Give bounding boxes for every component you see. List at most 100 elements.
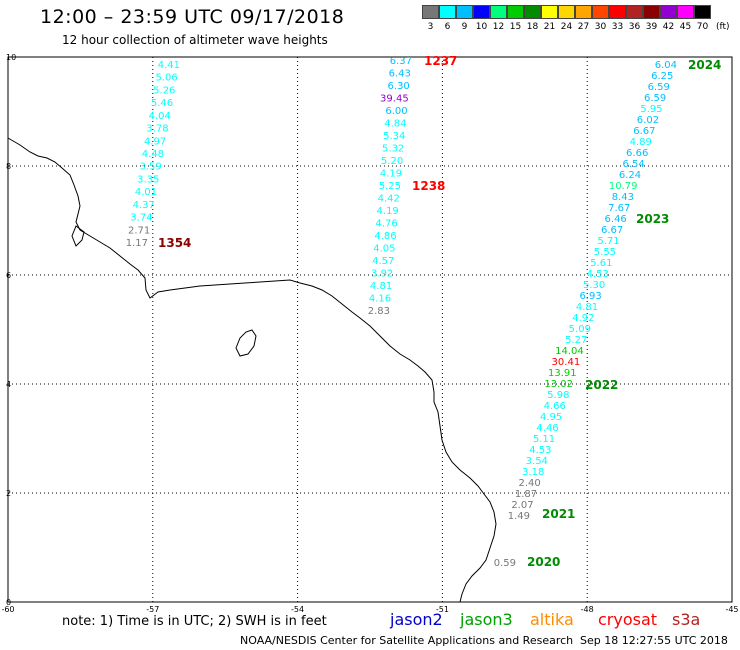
legend-label: 15 [509, 22, 522, 32]
legend-label: 12 [492, 22, 505, 32]
wave-height-label: 3.54 [526, 456, 548, 467]
wave-height-label: 6.02 [637, 115, 659, 126]
wave-height-label: 4.92 [572, 313, 594, 324]
wave-height-label: 3.59 [139, 162, 161, 173]
x-tick-label: -51 [436, 605, 449, 614]
wave-height-label: 13.02 [544, 379, 573, 390]
map-frame [7, 56, 733, 603]
wave-height-label: 4.04 [149, 111, 171, 122]
wave-height-label: 4.46 [536, 423, 558, 434]
island-coast [235, 329, 257, 357]
wave-height-label: 39.45 [380, 94, 409, 105]
wave-height-label: 5.46 [151, 98, 173, 109]
wave-height-label: 3.35 [137, 174, 159, 185]
legend-swatch [643, 5, 660, 19]
legend-swatch [490, 5, 507, 19]
wave-height-label: 5.09 [569, 324, 591, 335]
legend-swatch [694, 5, 711, 19]
wave-height-label: 4.66 [544, 401, 566, 412]
wave-height-label: 4.53 [529, 445, 551, 456]
wave-height-label: 4.16 [369, 294, 391, 305]
wave-height-label: 5.71 [597, 236, 619, 247]
pass-time-label: 1238 [412, 179, 445, 193]
wave-height-label: 6.43 [389, 69, 411, 80]
legend-swatch [575, 5, 592, 19]
wave-height-label: 5.95 [640, 104, 662, 115]
wave-height-label: 5.25 [379, 181, 401, 192]
legend-swatch [558, 5, 575, 19]
wave-height-label: 4.86 [374, 231, 396, 242]
satellite-name: cryosat [598, 610, 658, 629]
legend-label: 36 [628, 22, 641, 32]
y-tick-label: 0 [6, 598, 11, 607]
wave-height-label: 14.04 [555, 346, 584, 357]
wave-height-label: 4.81 [370, 281, 392, 292]
legend-label: 21 [543, 22, 556, 32]
wave-height-label: 4.84 [384, 119, 406, 130]
legend-label: 39 [645, 22, 658, 32]
altimeter-tracks: 4.41 5.065.26 5.46 4.04 3.784.97 4.48 3.593.35… [126, 54, 722, 569]
pass-time-label: 2024 [688, 58, 721, 72]
pass-time-label: 1237 [424, 54, 457, 68]
legend-swatch [524, 5, 541, 19]
legend-swatch [592, 5, 609, 19]
legend-label: 9 [461, 22, 468, 32]
legend-label: 42 [662, 22, 675, 32]
legend-label: 33 [611, 22, 624, 32]
wave-height-label: 4.19 [380, 169, 402, 180]
wave-height-label: 0.59 [494, 558, 516, 569]
x-tick-label: -57 [146, 605, 159, 614]
legend-label: 18 [526, 22, 539, 32]
wave-height-label: 5.98 [547, 390, 569, 401]
x-tick-label: -48 [581, 605, 594, 614]
legend-swatch [473, 5, 490, 19]
footer-note: note: 1) Time is in UTC; 2) SWH is in fe… [62, 614, 327, 629]
wave-height-label: 5.11 [533, 434, 555, 445]
wave-height-label: 6.54 [622, 159, 644, 170]
wave-height-label: 2.07 [511, 500, 533, 511]
satellite-name: jason2 [390, 610, 443, 629]
wave-height-label: 6.93 [579, 291, 601, 302]
legend-label: 27 [577, 22, 590, 32]
legend-swatch [677, 5, 694, 19]
wave-height-label: 30.41 [552, 357, 581, 368]
page-title: 12:00 – 23:59 UTC 09/17/2018 [40, 6, 345, 28]
wave-height-label: 6.30 [388, 81, 410, 92]
wave-height-label: 4.05 [373, 244, 395, 255]
wave-height-label: 6.67 [601, 225, 623, 236]
credit-line: NOAA/NESDIS Center for Satellite Applica… [240, 634, 574, 647]
legend-swatch [439, 5, 456, 19]
legend-label: 6 [444, 22, 451, 32]
y-tick-label: 4 [6, 380, 11, 389]
legend-label: 24 [560, 22, 573, 32]
wave-height-label: 3.74 [130, 213, 152, 224]
wave-height-label: 2.83 [368, 306, 390, 317]
color-legend [422, 5, 711, 19]
pass-time-label: 2022 [585, 378, 618, 392]
legend-swatch [422, 5, 439, 19]
legend-swatch [626, 5, 643, 19]
grid-lines [8, 57, 732, 602]
wave-height-label: 6.59 [644, 93, 666, 104]
timestamp: Sep 18 12:27:55 UTC 2018 [580, 634, 728, 647]
wave-height-label: 4.37 [133, 200, 155, 211]
wave-height-label: 1.49 [508, 511, 530, 522]
legend-label: 70 [696, 22, 709, 32]
color-legend-labels: 3 6 9 10 12 15 18 21 24 27 30 33 36 39 42 45 70 [422, 22, 711, 32]
y-tick-label: 10 [6, 53, 16, 62]
wave-height-label: 1.17 [126, 238, 148, 249]
wave-height-label: 7.67 [608, 203, 630, 214]
wave-height-label: 3.92 [371, 269, 393, 280]
wave-height-label: 5.30 [583, 280, 605, 291]
wave-height-label: 5.61 [590, 258, 612, 269]
wave-height-label: 6.00 [385, 106, 407, 117]
wave-height-label: 3.78 [146, 124, 168, 135]
wave-height-label: 4.97 [144, 136, 166, 147]
wave-height-label: 4.81 [576, 302, 598, 313]
y-tick-label: 8 [6, 162, 11, 171]
wave-height-label: 5.26 [153, 85, 175, 96]
x-tick-label: -54 [291, 605, 304, 614]
wave-height-label: 5.27 [565, 335, 587, 346]
wave-height-label: 8.43 [612, 192, 634, 203]
legend-label: 3 [427, 22, 434, 32]
